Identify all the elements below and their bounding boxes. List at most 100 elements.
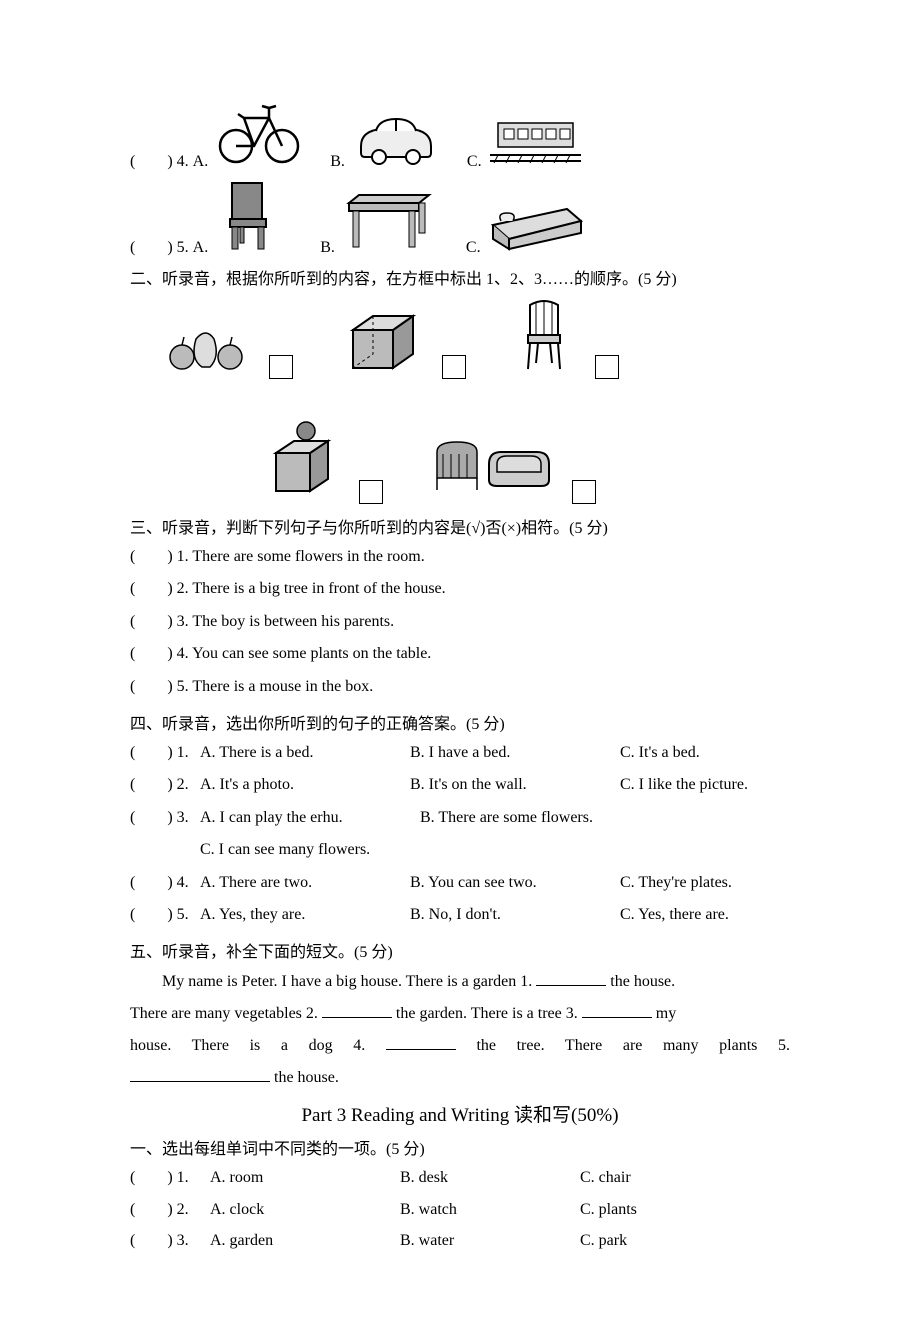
picture-question-5: ( ) 5. A. B. C.	[130, 177, 790, 257]
order-box[interactable]	[595, 355, 619, 379]
opt-a: A. Yes, they are.	[200, 900, 410, 930]
opt-a: A. room	[210, 1163, 400, 1193]
opt-c: C. I like the picture.	[620, 770, 748, 800]
section5-passage: My name is Peter. I have a big house. Th…	[130, 966, 790, 1094]
fill-blank[interactable]	[582, 1001, 652, 1018]
mc-item: ( ) 4.A. There are two.B. You can see tw…	[130, 868, 790, 898]
opt-a: A. There are two.	[200, 868, 410, 898]
part3-title: Part 3 Reading and Writing 读和写(50%)	[130, 1100, 790, 1127]
opt-a: A. clock	[210, 1195, 400, 1225]
tf-item: ( ) 1. There are some flowers in the roo…	[130, 542, 790, 572]
tf-item: ( ) 5. There is a mouse in the box.	[130, 672, 790, 702]
fill-blank[interactable]	[386, 1033, 456, 1050]
order-box[interactable]	[442, 355, 466, 379]
opt-c: C. It's a bed.	[620, 738, 700, 768]
mc-item: ( ) 2.A. It's a photo.B. It's on the wal…	[130, 770, 790, 800]
passage-text: My name is Peter. I have a big house. Th…	[162, 973, 536, 990]
worksheet-page: ( ) 4. A. B. C.	[0, 0, 920, 1317]
opt-a: A. garden	[210, 1226, 400, 1256]
passage-text: my	[652, 1005, 676, 1022]
passage-text: the house.	[270, 1069, 339, 1086]
chair-icon	[214, 177, 284, 257]
pq4-b-label: B.	[330, 153, 345, 171]
tf-text: You can see some plants on the table.	[192, 645, 431, 662]
pq4-prefix[interactable]: ( ) 4.	[130, 147, 189, 171]
bed-icon	[487, 197, 587, 257]
picture-question-4: ( ) 4. A. B. C.	[130, 96, 790, 171]
passage-text: the garden. There is a tree 3.	[392, 1005, 582, 1022]
ordering-item	[160, 299, 293, 379]
section2-items	[160, 299, 790, 504]
answer-blank[interactable]: ( ) 5.	[130, 672, 189, 702]
fill-blank[interactable]	[130, 1065, 270, 1082]
answer-blank[interactable]: ( ) 5.	[130, 900, 200, 930]
order-box[interactable]	[269, 355, 293, 379]
tf-item: ( ) 4. You can see some plants on the ta…	[130, 639, 790, 669]
opt-b: B. You can see two.	[410, 868, 620, 898]
opt-b: B. watch	[400, 1195, 580, 1225]
pq5-c-label: C.	[466, 239, 481, 257]
opt-b: B. desk	[400, 1163, 580, 1193]
answer-blank[interactable]: ( ) 1.	[130, 542, 189, 572]
rw-item: ( ) 1.A. roomB. deskC. chair	[130, 1163, 790, 1193]
order-box[interactable]	[359, 480, 383, 504]
opt-b: B. There are some flowers.	[420, 803, 593, 833]
fill-blank[interactable]	[322, 1001, 392, 1018]
opt-b: B. water	[400, 1226, 580, 1256]
tf-text: There are some flowers in the room.	[192, 548, 424, 565]
opt-c: C. I can see many flowers.	[200, 841, 370, 858]
tf-text: There is a big tree in front of the hous…	[192, 580, 445, 597]
answer-blank[interactable]: ( ) 2.	[130, 1195, 210, 1225]
mc-item: ( ) 5.A. Yes, they are.B. No, I don't.C.…	[130, 900, 790, 930]
opt-c: C. park	[580, 1226, 790, 1256]
answer-blank[interactable]: ( ) 2.	[130, 770, 200, 800]
opt-b: B. It's on the wall.	[410, 770, 620, 800]
opt-c: C. chair	[580, 1163, 790, 1193]
pq4-a-label: A.	[193, 153, 209, 171]
section2-heading: 二、听录音，根据你所听到的内容，在方框中标出 1、2、3……的顺序。(5 分)	[130, 265, 790, 289]
section4-heading: 四、听录音，选出你所听到的句子的正确答案。(5 分)	[130, 710, 790, 734]
rw-section1-heading: 一、选出每组单词中不同类的一项。(5 分)	[130, 1135, 790, 1159]
pq4-c-label: C.	[467, 153, 482, 171]
answer-blank[interactable]: ( ) 4.	[130, 639, 189, 669]
mc-item: ( ) 3.A. I can play the erhu.B. There ar…	[130, 803, 790, 833]
opt-b: B. I have a bed.	[410, 738, 620, 768]
opt-c: C. plants	[580, 1195, 790, 1225]
section5-heading: 五、听录音，补全下面的短文。(5 分)	[130, 938, 790, 962]
opt-c: C. They're plates.	[620, 868, 732, 898]
order-box[interactable]	[572, 480, 596, 504]
opt-a: A. I can play the erhu.	[200, 803, 420, 833]
pq5-b-label: B.	[320, 239, 335, 257]
rw-item: ( ) 3.A. gardenB. waterC. park	[130, 1226, 790, 1256]
sofa-table-icon	[429, 434, 554, 504]
mc-item: ( ) 1.A. There is a bed.B. I have a bed.…	[130, 738, 790, 768]
answer-blank[interactable]: ( ) 3.	[130, 607, 189, 637]
answer-blank[interactable]: ( ) 3.	[130, 1226, 210, 1256]
answer-blank[interactable]: ( ) 4.	[130, 868, 200, 898]
passage-text: There are many vegetables 2.	[130, 1005, 322, 1022]
tf-item: ( ) 2. There is a big tree in front of t…	[130, 574, 790, 604]
tf-text: The boy is between his parents.	[192, 613, 394, 630]
answer-blank[interactable]: ( ) 1.	[130, 1163, 210, 1193]
passage-text: the house.	[606, 973, 675, 990]
answer-blank[interactable]: ( ) 1.	[130, 738, 200, 768]
passage-text: house. There is a dog 4.	[130, 1037, 386, 1054]
passage-text: the tree. There are many plants 5.	[456, 1037, 790, 1054]
car-icon	[351, 111, 441, 171]
mc-item-c: C. I can see many flowers.	[130, 835, 790, 865]
opt-c: C. Yes, there are.	[620, 900, 729, 930]
answer-blank[interactable]: ( ) 2.	[130, 574, 189, 604]
opt-a: A. It's a photo.	[200, 770, 410, 800]
train-icon	[488, 111, 583, 171]
ordering-item	[423, 419, 596, 504]
pq5-prefix[interactable]: ( ) 5.	[130, 233, 189, 257]
box-ball-icon	[266, 419, 341, 504]
rw-item: ( ) 2.A. clockB. watchC. plants	[130, 1195, 790, 1225]
opt-b: B. No, I don't.	[410, 900, 620, 930]
tf-text: There is a mouse in the box.	[192, 678, 373, 695]
answer-blank[interactable]: ( ) 3.	[130, 803, 200, 833]
ordering-item	[333, 299, 466, 379]
fill-blank[interactable]	[536, 969, 606, 986]
table-icon	[341, 187, 436, 257]
chair2-icon	[512, 299, 577, 379]
